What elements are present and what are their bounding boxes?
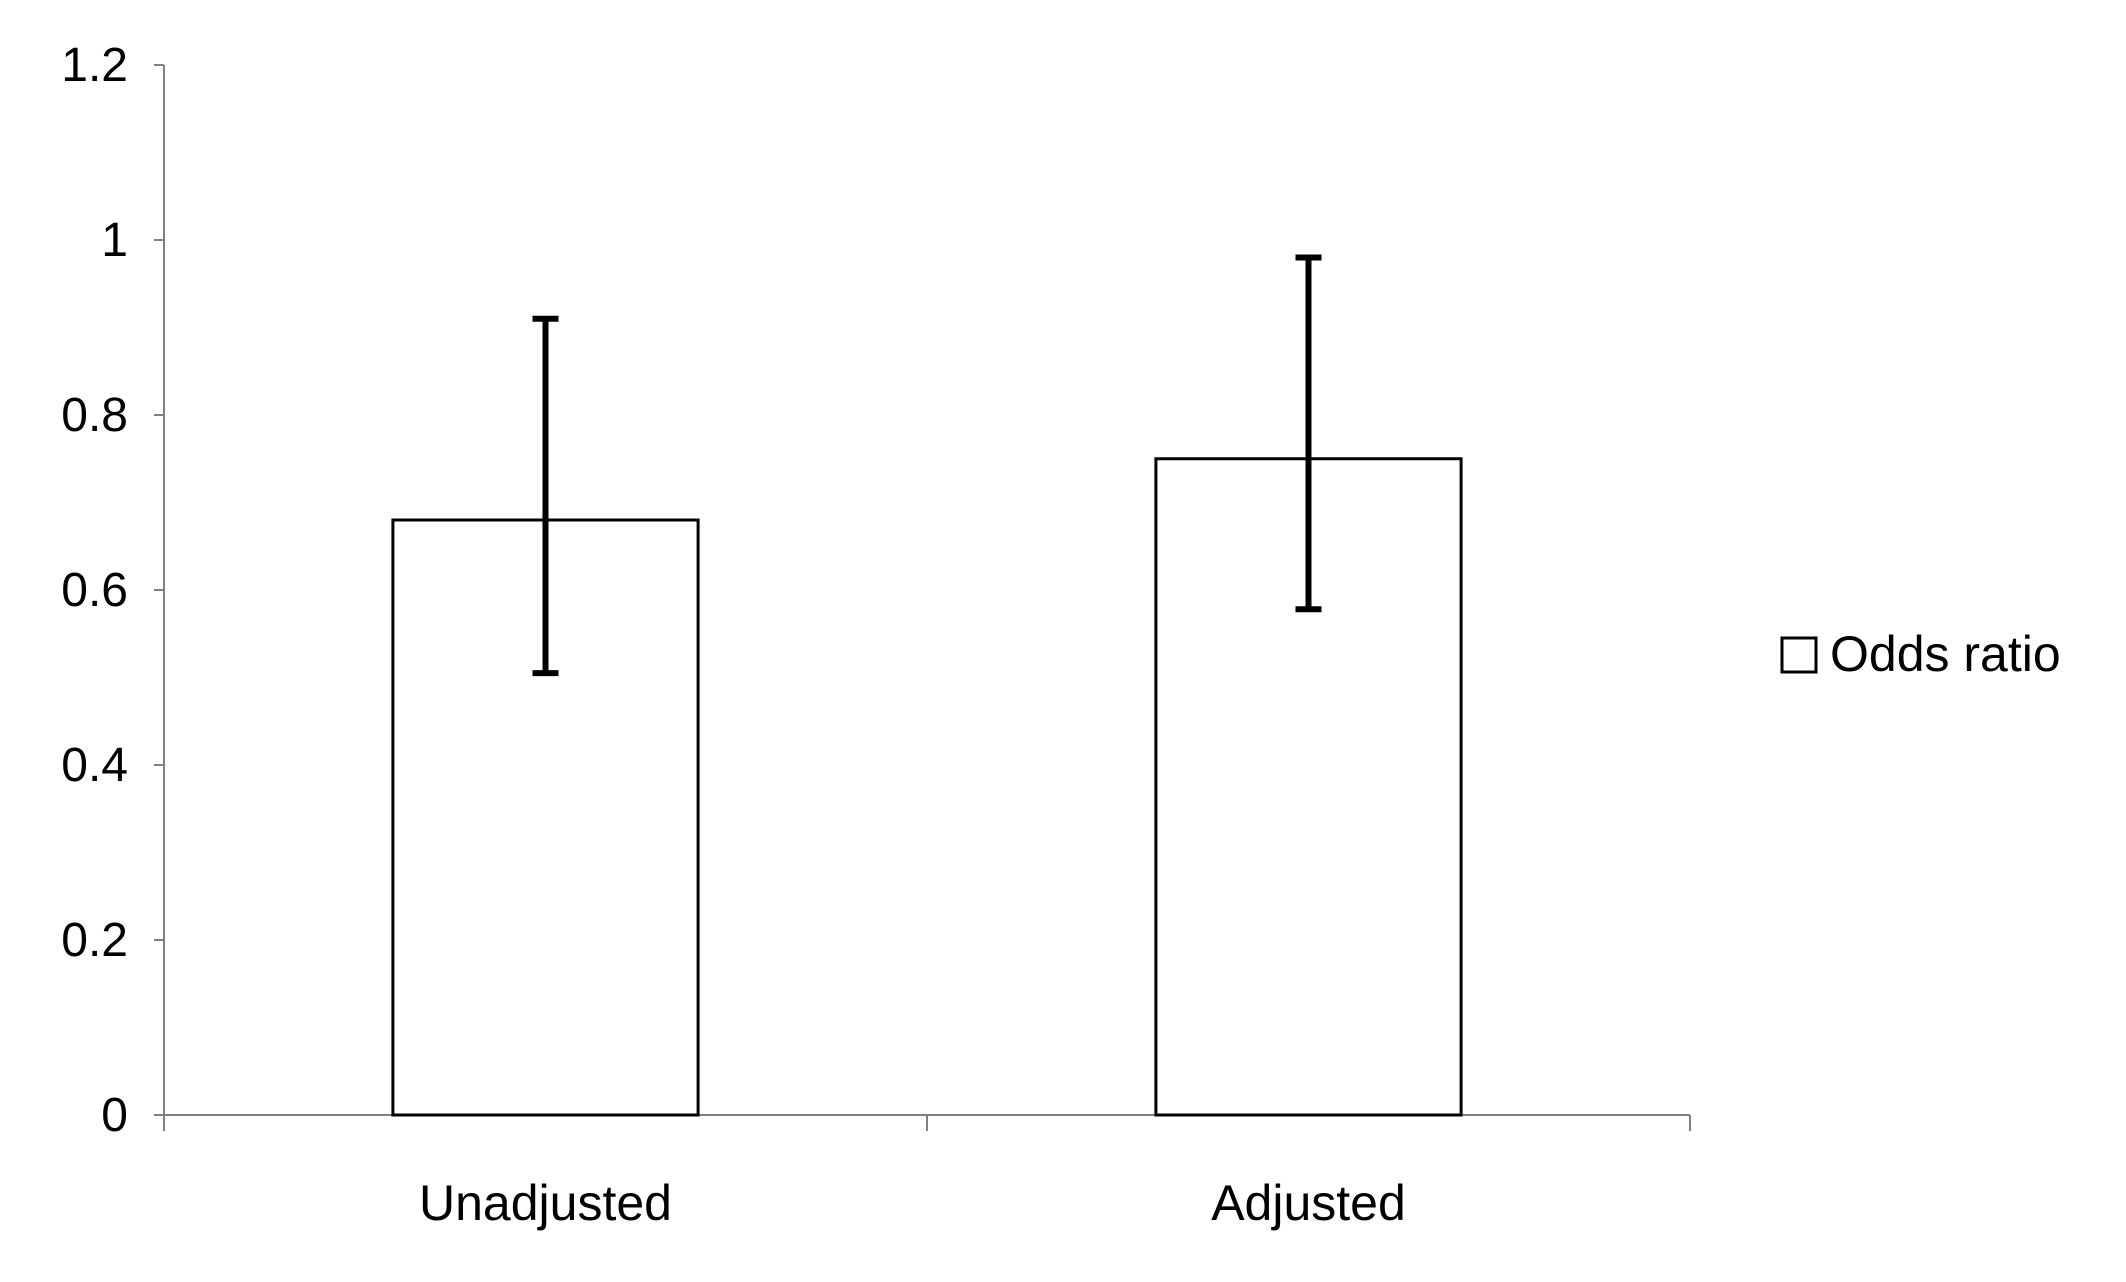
x-labels: Unadjusted Adjusted (419, 1175, 1406, 1231)
y-tick-label: 0.2 (61, 914, 128, 967)
y-tick-label: 1 (101, 214, 128, 267)
y-tick-label: 0.8 (61, 389, 128, 442)
bars (391, 457, 1463, 1117)
y-tick-label: 1.2 (61, 39, 128, 92)
legend-label: Odds ratio (1830, 626, 2061, 682)
legend: Odds ratio (1780, 626, 2061, 682)
y-tick-label: 0.4 (61, 739, 128, 792)
y-tick-label: 0.6 (61, 564, 128, 617)
x-tick-label: Unadjusted (419, 1175, 672, 1231)
x-axis (163, 1114, 1691, 1131)
y-ticks: 0 0.2 0.4 0.6 0.8 1 1.2 (61, 39, 164, 1142)
error-bars (532, 254, 1322, 677)
y-tick-label: 0 (101, 1089, 128, 1142)
x-tick-label: Adjusted (1211, 1175, 1406, 1231)
legend-swatch (1780, 636, 1818, 674)
